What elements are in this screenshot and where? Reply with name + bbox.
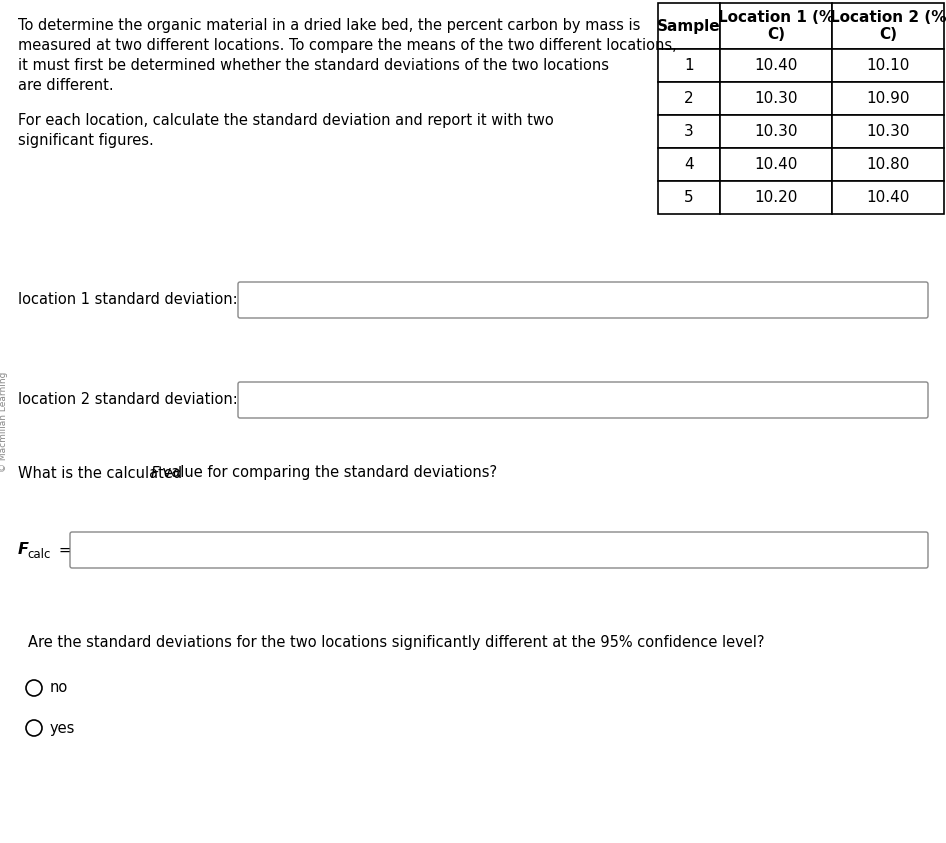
Text: 4: 4 [684,157,693,172]
FancyBboxPatch shape [238,382,928,418]
Text: 2: 2 [684,91,693,106]
Text: 1: 1 [684,58,693,73]
Text: For each location, calculate the standard deviation and report it with two: For each location, calculate the standar… [18,113,553,128]
Text: Location 2 (%
C): Location 2 (% C) [830,10,946,42]
Bar [658,49,720,82]
Text: no: no [50,680,68,695]
Circle shape [26,720,42,736]
Text: 10.30: 10.30 [754,124,797,139]
Text: location 2 standard deviation:: location 2 standard deviation: [18,393,237,407]
Bar [720,148,832,181]
Text: F: F [18,541,29,556]
Bar [658,148,720,181]
Text: location 1 standard deviation:: location 1 standard deviation: [18,293,237,308]
Bar [720,3,832,49]
FancyBboxPatch shape [238,282,928,318]
Bar [720,82,832,115]
Bar [658,82,720,115]
Text: 3: 3 [684,124,693,139]
Text: 10.20: 10.20 [754,190,797,205]
Text: What is the calculated: What is the calculated [18,465,186,481]
Text: Location 1 (%
C): Location 1 (% C) [718,10,834,42]
Bar [832,82,944,115]
Text: 10.90: 10.90 [867,91,910,106]
Text: =: = [58,543,70,557]
FancyBboxPatch shape [70,532,928,568]
Text: Are the standard deviations for the two locations significantly different at the: Are the standard deviations for the two … [28,636,764,651]
Bar [832,115,944,148]
Text: 10.80: 10.80 [867,157,910,172]
Text: measured at two different locations. To compare the means of the two different l: measured at two different locations. To … [18,38,676,53]
Bar [658,3,720,49]
Text: calc: calc [27,549,50,561]
Text: 10.40: 10.40 [754,157,797,172]
Text: are different.: are different. [18,78,114,93]
Text: yes: yes [50,721,76,735]
Text: it must first be determined whether the standard deviations of the two locations: it must first be determined whether the … [18,58,609,73]
Text: 10.30: 10.30 [867,124,910,139]
Text: value for comparing the standard deviations?: value for comparing the standard deviati… [158,465,497,481]
Bar [658,181,720,214]
Bar [832,148,944,181]
Text: 5: 5 [684,190,693,205]
Text: Sample: Sample [657,19,721,34]
Text: 10.30: 10.30 [754,91,797,106]
Text: 10.10: 10.10 [867,58,910,73]
Text: To determine the organic material in a dried lake bed, the percent carbon by mas: To determine the organic material in a d… [18,18,640,33]
Bar [720,181,832,214]
Bar [832,3,944,49]
Circle shape [26,680,42,696]
Text: significant figures.: significant figures. [18,133,154,148]
Text: 10.40: 10.40 [754,58,797,73]
Bar [832,49,944,82]
Text: 10.40: 10.40 [867,190,910,205]
Bar [720,115,832,148]
Bar [658,115,720,148]
Text: © Macmillan Learning: © Macmillan Learning [0,371,9,472]
Text: F: F [150,465,159,481]
Bar [832,181,944,214]
Bar [720,49,832,82]
